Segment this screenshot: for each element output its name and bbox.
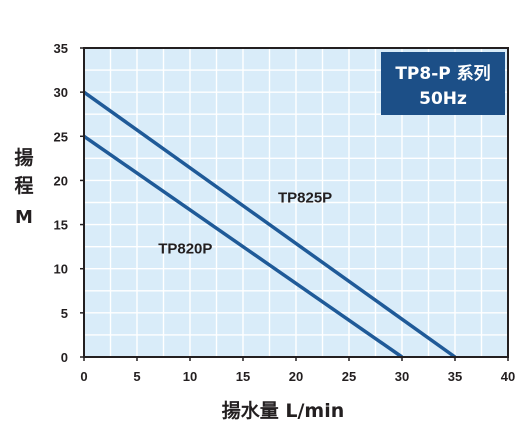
x-tick-label: 35 <box>448 369 462 384</box>
series-line-tp825p <box>82 90 457 359</box>
y-axis-title-char-2: 程 <box>14 175 33 197</box>
badge-box <box>381 52 505 115</box>
tick-labels: 0 5 10 15 20 25 30 35 40 0 5 10 15 20 25 30 35 <box>54 41 516 384</box>
y-tick-label: 25 <box>54 129 68 144</box>
x-tick-label: 20 <box>289 369 303 384</box>
series-line-tp820p <box>83 134 403 359</box>
y-tick-label: 35 <box>54 41 68 56</box>
badge-frequency: 50Hz <box>419 89 467 109</box>
badge-title: TP8-P 系列 <box>395 63 490 84</box>
series-label-tp825p: TP825P <box>278 190 332 207</box>
series-lines: TP825P TP820P <box>82 90 457 359</box>
y-tick-label: 20 <box>54 173 68 188</box>
y-tick-label: 0 <box>61 350 68 365</box>
x-tick-label: 5 <box>133 369 140 384</box>
y-tick-label: 5 <box>61 306 68 321</box>
y-tick-label: 30 <box>54 85 68 100</box>
title-badge: TP8-P 系列 50Hz <box>381 52 505 115</box>
x-tick-label: 25 <box>342 369 356 384</box>
y-axis-title-char-1: 揚 <box>14 146 33 169</box>
x-tick-label: 15 <box>236 369 250 384</box>
x-tick-label: 10 <box>183 369 197 384</box>
y-tick-label: 15 <box>54 218 68 233</box>
y-axis-title-char-3: M <box>15 207 33 228</box>
x-tick-label: 30 <box>395 369 409 384</box>
series-label-tp820p: TP820P <box>158 241 212 258</box>
x-tick-label: 0 <box>80 369 87 384</box>
y-tick-label: 10 <box>54 262 68 277</box>
x-tick-label: 40 <box>501 369 515 384</box>
x-axis-title: 揚水量 L/min <box>222 399 345 422</box>
